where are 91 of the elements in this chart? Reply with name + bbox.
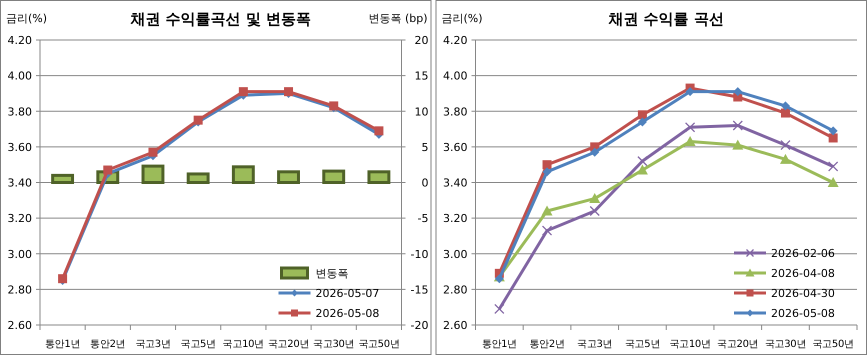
point bbox=[590, 148, 600, 157]
x-tick-label: 국고5년 bbox=[624, 339, 660, 350]
bar bbox=[142, 164, 164, 184]
y-tick-label: 3.00 bbox=[8, 248, 32, 261]
bar bbox=[51, 174, 74, 184]
point bbox=[828, 126, 838, 136]
legend-label: 2026-05-08 bbox=[316, 307, 380, 320]
bar bbox=[367, 170, 390, 184]
point bbox=[828, 161, 838, 172]
x-tick-label: 통안2년 bbox=[90, 339, 126, 350]
y2-tick-label: -15 bbox=[410, 283, 428, 296]
y2-tick-label: 0 bbox=[422, 176, 428, 190]
y-tick-label: 3.80 bbox=[8, 105, 32, 118]
point bbox=[684, 136, 696, 146]
y-tick-label: 3.20 bbox=[443, 212, 468, 226]
x-tick-label: 통안1년 bbox=[45, 339, 80, 350]
point bbox=[637, 156, 648, 166]
y-tick-label: 4.00 bbox=[8, 70, 32, 83]
point bbox=[780, 101, 790, 110]
x-tick-label: 국고50년 bbox=[358, 339, 400, 350]
x-tick-label: 통안2년 bbox=[529, 339, 565, 350]
x-tick-label: 국고50년 bbox=[812, 339, 854, 350]
chart-title: 채권 수익률 곡선 bbox=[608, 10, 724, 28]
point bbox=[590, 206, 600, 216]
y2-tick-label: -20 bbox=[410, 319, 428, 332]
bar bbox=[186, 172, 210, 184]
point bbox=[638, 110, 647, 120]
chart-title: 채권 수익률곡선 및 변동폭 bbox=[129, 10, 312, 28]
y-tick-label: 3.00 bbox=[443, 248, 468, 261]
y-tick-label: 3.40 bbox=[8, 176, 32, 190]
point bbox=[542, 167, 552, 176]
legend-label: 변동폭 bbox=[316, 267, 348, 280]
x-tick-label: 국고5년 bbox=[180, 339, 216, 350]
legend-label: 2026-04-30 bbox=[771, 287, 835, 300]
bar bbox=[322, 170, 346, 184]
bar bbox=[232, 165, 255, 184]
point bbox=[638, 117, 647, 126]
y-tick-label: 2.80 bbox=[8, 283, 32, 296]
point bbox=[732, 120, 743, 131]
point bbox=[238, 87, 248, 96]
y-axis-title: 금리(%) bbox=[442, 12, 483, 25]
y-axis-title: 금리(%) bbox=[6, 12, 48, 25]
x-tick-label: 국고3년 bbox=[577, 339, 612, 350]
y-tick-label: 2.60 bbox=[443, 319, 468, 332]
legend-label: 2026-02-06 bbox=[771, 247, 835, 260]
x-tick-label: 국고30년 bbox=[313, 339, 354, 350]
point bbox=[542, 206, 553, 216]
point bbox=[542, 160, 552, 170]
y-tick-label: 4.20 bbox=[443, 34, 468, 47]
point bbox=[494, 304, 504, 314]
point bbox=[780, 140, 791, 150]
point bbox=[542, 225, 552, 236]
legend-label: 2026-04-08 bbox=[771, 267, 835, 280]
y-tick-label: 2.60 bbox=[8, 319, 32, 332]
y-tick-label: 3.60 bbox=[8, 140, 32, 154]
x-tick-label: 국고20년 bbox=[268, 339, 310, 350]
y2-tick-label: 15 bbox=[414, 70, 428, 83]
y2-tick-label: -5 bbox=[418, 212, 428, 226]
y-tick-label: 3.60 bbox=[443, 140, 468, 154]
y-tick-label: 4.20 bbox=[8, 34, 32, 47]
x-tick-label: 국고10년 bbox=[669, 339, 711, 350]
point bbox=[732, 140, 744, 150]
point bbox=[589, 193, 600, 204]
x-tick-label: 통안1년 bbox=[482, 339, 517, 350]
y-tick-label: 3.80 bbox=[443, 105, 468, 118]
point bbox=[374, 126, 384, 136]
y2-axis-title: 변동폭 (bp) bbox=[368, 12, 428, 25]
point bbox=[494, 274, 504, 284]
bar bbox=[277, 170, 300, 184]
y-tick-label: 4.00 bbox=[443, 70, 468, 83]
point bbox=[828, 177, 839, 187]
point bbox=[828, 133, 838, 142]
point bbox=[103, 166, 112, 175]
point bbox=[636, 164, 648, 175]
y2-tick-label: 20 bbox=[414, 34, 428, 47]
legend-label: 2026-05-08 bbox=[771, 307, 835, 320]
y-tick-label: 3.20 bbox=[8, 212, 32, 226]
point bbox=[780, 108, 790, 118]
point bbox=[780, 154, 791, 164]
x-tick-label: 국고3년 bbox=[135, 339, 171, 350]
x-tick-label: 국고30년 bbox=[764, 339, 806, 350]
legend-label: 2026-05-07 bbox=[316, 287, 380, 300]
x-tick-label: 국고10년 bbox=[222, 339, 264, 350]
y2-tick-label: -10 bbox=[410, 248, 428, 261]
y-tick-label: 2.80 bbox=[443, 283, 468, 296]
y2-tick-label: 10 bbox=[414, 105, 428, 118]
y-tick-label: 3.40 bbox=[443, 176, 468, 190]
y2-tick-label: 5 bbox=[422, 140, 428, 154]
point bbox=[148, 148, 158, 157]
x-tick-label: 국고20년 bbox=[717, 339, 758, 350]
point bbox=[684, 122, 696, 132]
